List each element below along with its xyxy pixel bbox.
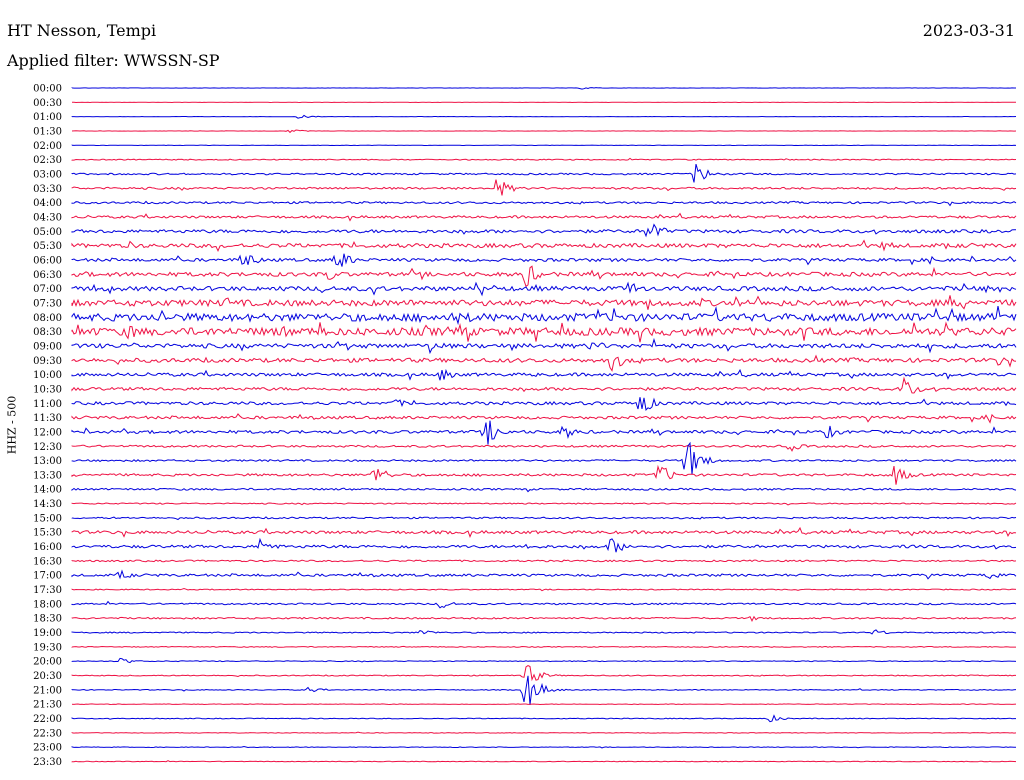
trace-line xyxy=(71,675,1017,706)
time-label: 12:00 xyxy=(33,427,62,438)
trace-line xyxy=(71,281,1017,297)
time-label: 19:30 xyxy=(33,642,62,653)
trace-line xyxy=(71,537,1017,553)
trace-line xyxy=(71,337,1017,355)
time-label: 22:30 xyxy=(33,728,62,739)
time-label: 22:00 xyxy=(33,714,62,725)
trace-line xyxy=(71,253,1017,267)
time-label: 17:00 xyxy=(33,571,62,582)
time-label: 04:30 xyxy=(33,212,62,223)
time-label: 09:00 xyxy=(33,341,62,352)
trace-line xyxy=(71,569,1017,580)
time-label: 20:30 xyxy=(33,671,62,682)
trace-line xyxy=(71,129,1017,134)
time-label: 00:30 xyxy=(33,98,62,109)
trace-line xyxy=(71,657,1017,664)
time-label: 11:00 xyxy=(33,399,62,410)
trace-line xyxy=(71,212,1017,222)
time-label: 15:00 xyxy=(33,513,62,524)
time-label: 23:30 xyxy=(33,757,62,768)
trace-line xyxy=(71,420,1017,445)
trace-line xyxy=(71,87,1016,90)
time-label: 05:30 xyxy=(33,241,62,252)
time-label: 06:30 xyxy=(33,270,62,281)
time-label: 03:30 xyxy=(33,184,62,195)
time-label: 13:30 xyxy=(33,470,62,481)
trace-line xyxy=(71,516,1017,521)
time-label: 16:30 xyxy=(33,556,62,567)
time-label: 18:30 xyxy=(33,614,62,625)
trace-line xyxy=(71,354,1017,372)
trace-line xyxy=(71,760,1017,763)
trace-line xyxy=(71,502,1017,506)
trace-line xyxy=(71,397,1017,411)
time-label: 13:00 xyxy=(33,456,62,467)
time-label: 09:30 xyxy=(33,356,62,367)
trace-line xyxy=(71,731,1017,734)
trace-line xyxy=(71,559,1017,563)
time-label: 07:00 xyxy=(33,284,62,295)
trace-line xyxy=(71,223,1016,238)
trace-line xyxy=(71,629,1017,635)
date-label: 2023-03-31 xyxy=(922,21,1015,40)
time-label: 10:30 xyxy=(33,384,62,395)
trace-line xyxy=(71,441,1017,475)
trace-line xyxy=(71,714,1016,723)
time-label: 02:30 xyxy=(33,155,62,166)
trace-line xyxy=(71,200,1017,207)
time-label: 17:30 xyxy=(33,585,62,596)
time-label: 19:00 xyxy=(33,628,62,639)
time-label: 07:30 xyxy=(33,298,62,309)
time-label: 15:30 xyxy=(33,528,62,539)
trace-line xyxy=(71,526,1017,538)
time-label: 00:00 xyxy=(33,84,62,95)
time-label: 04:00 xyxy=(33,198,62,209)
trace-line xyxy=(71,265,1017,288)
time-label: 14:00 xyxy=(33,485,62,496)
trace-line xyxy=(71,295,1017,310)
trace-line xyxy=(71,376,1017,394)
trace-line xyxy=(71,464,1017,485)
trace-line xyxy=(71,615,1017,622)
time-label: 18:00 xyxy=(33,599,62,610)
time-label: 16:00 xyxy=(33,542,62,553)
trace-line xyxy=(71,413,1017,424)
trace-line xyxy=(71,239,1017,253)
trace-line xyxy=(71,306,1017,326)
trace-line xyxy=(71,600,1017,609)
trace-line xyxy=(71,179,1017,196)
time-label: 01:00 xyxy=(33,112,62,123)
trace-line xyxy=(71,444,1017,452)
time-label: 23:00 xyxy=(33,743,62,754)
trace-line xyxy=(71,114,1017,119)
trace-line xyxy=(71,703,1017,706)
filter-label: Applied filter: WWSSN-SP xyxy=(7,51,220,70)
time-label: 12:30 xyxy=(33,442,62,453)
time-label: 14:30 xyxy=(33,499,62,510)
trace-line xyxy=(71,157,1017,161)
trace-line xyxy=(71,587,1017,592)
time-label: 08:00 xyxy=(33,313,62,324)
trace-line xyxy=(71,645,1016,648)
time-label: 21:00 xyxy=(33,685,62,696)
time-label: 03:00 xyxy=(33,169,62,180)
trace-line xyxy=(71,487,1017,493)
trace-line xyxy=(71,745,1017,749)
time-label: 01:30 xyxy=(33,126,62,137)
time-label: 21:30 xyxy=(33,700,62,711)
time-label: 06:00 xyxy=(33,255,62,266)
trace-line xyxy=(71,665,1016,682)
trace-line xyxy=(71,163,1017,183)
time-label: 20:00 xyxy=(33,657,62,668)
trace-line xyxy=(71,321,1017,343)
trace-line xyxy=(71,368,1017,381)
time-label: 05:00 xyxy=(33,227,62,238)
time-label: 10:00 xyxy=(33,370,62,381)
station-title: HT Nesson, Tempi xyxy=(7,21,157,40)
time-label: 02:00 xyxy=(33,141,62,152)
time-label: 11:30 xyxy=(33,413,62,424)
time-label: 08:30 xyxy=(33,327,62,338)
